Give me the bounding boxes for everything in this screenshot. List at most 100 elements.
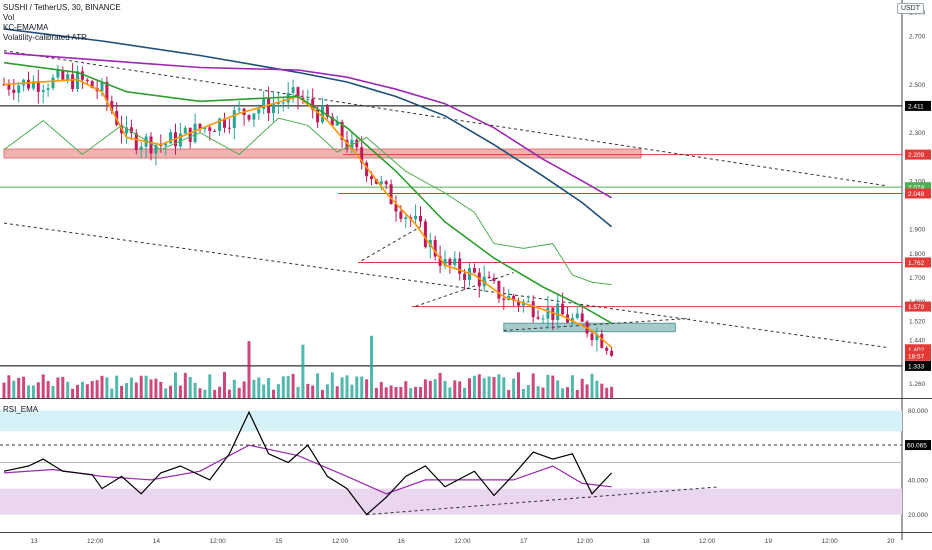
price-tick-label: 2.300 [909, 130, 926, 137]
trend-line-2 [503, 317, 691, 331]
indicator-vol[interactable]: Vol [3, 13, 15, 22]
price-label: 2.209 [908, 152, 925, 159]
zone-blue-1 [503, 322, 676, 333]
candle-body [335, 121, 339, 126]
volume-bar [600, 383, 604, 398]
volume-bar [80, 381, 84, 398]
rsi-title[interactable]: RSI_EMA [3, 405, 39, 414]
volume-bar [115, 375, 119, 398]
price-label: 1.402 [908, 347, 925, 354]
time-tick-label: 12:00 [209, 538, 226, 545]
candle-body [31, 81, 35, 89]
volume-bar [51, 385, 55, 398]
trend-line-4 [415, 272, 514, 307]
candle-body [330, 116, 334, 126]
candle-body [46, 88, 50, 91]
volume-bar [561, 388, 565, 398]
price-label: 1.579 [908, 304, 925, 311]
rsi-band-1 [0, 488, 902, 515]
candle-body [12, 89, 16, 93]
volume-bar [394, 387, 398, 398]
candle-body [281, 102, 285, 104]
candle-body [227, 127, 231, 129]
volume-bar [453, 380, 457, 398]
candle-body [2, 84, 6, 86]
volume-bar [340, 377, 344, 398]
time-tick-label: 16 [398, 538, 406, 545]
time-tick-label: 12:00 [454, 538, 471, 545]
candle-body [164, 143, 168, 146]
volume-bar [154, 378, 158, 398]
volume-bar [595, 380, 599, 398]
candle-body [487, 276, 491, 278]
candle-body [370, 176, 373, 180]
volume-bar [306, 383, 310, 398]
rsi-tick-label: 40.000 [908, 477, 928, 484]
candle-body [286, 93, 290, 103]
volume-bar [7, 375, 11, 398]
volume-bar [531, 373, 535, 398]
indicator-kc[interactable]: KC-EMA/MA [3, 23, 49, 32]
volume-bar [41, 374, 45, 398]
rsi-line [3, 410, 613, 516]
price-label: 1.333 [908, 363, 925, 370]
price-tick-label: 1.260 [909, 381, 926, 388]
volume-bar [267, 378, 271, 398]
rsi-legend: RSI_EMA [3, 405, 38, 415]
candle-body [80, 71, 84, 80]
candle-body [218, 118, 222, 132]
candle-body [272, 103, 275, 114]
candle-body [66, 74, 70, 80]
volume-bar [502, 377, 506, 398]
indicator-atr[interactable]: Volatility-calibrated ATR [3, 33, 87, 42]
candle-body [355, 139, 359, 148]
rsi-tick-label: 80.000 [908, 408, 928, 415]
volume-bar [27, 385, 30, 398]
volume-bar [134, 382, 138, 398]
price-tick-label: 1.700 [909, 275, 926, 282]
candle-body [296, 87, 300, 98]
currency-badge[interactable]: USDT [896, 3, 924, 14]
candle-body [178, 133, 182, 147]
candle-body [531, 301, 535, 318]
volume-bar [174, 372, 177, 398]
volume-bar [482, 378, 486, 398]
candle-body [262, 97, 266, 110]
volume-bar [139, 375, 143, 398]
candle-body [517, 300, 520, 306]
time-tick-label: 20 [887, 538, 895, 545]
volume-bar [188, 376, 192, 398]
volume-bar [428, 380, 432, 398]
candle-body [149, 136, 153, 154]
candle-body [340, 121, 344, 140]
symbol-title[interactable]: SUSHI / TetherUS, 30, BINANCE [3, 3, 121, 12]
candle-body [198, 123, 202, 130]
candle-body [492, 277, 496, 282]
candle-body [595, 333, 599, 341]
candle-body [90, 81, 94, 88]
volume-bar [321, 389, 324, 398]
candle-body [134, 133, 138, 150]
price-label: 2.074 [908, 185, 925, 192]
candle-body [316, 109, 320, 123]
candle-body [169, 132, 173, 144]
volume-bar [208, 374, 212, 398]
volume-bar [414, 386, 418, 398]
volume-bar [95, 380, 99, 398]
candle-body [56, 70, 60, 78]
zone-red-0 [3, 148, 642, 159]
rsi-ema-line [3, 444, 612, 495]
candle-body [193, 123, 197, 143]
rsi-value-label: 60.065 [907, 443, 927, 450]
volume-bar [247, 341, 251, 398]
volume-bar [507, 389, 511, 398]
volume-bar [345, 375, 349, 398]
candle-body [438, 256, 442, 266]
candle-body [472, 268, 476, 273]
volume-bar [546, 374, 550, 398]
candle-body [512, 295, 516, 301]
volume-bar [22, 376, 26, 398]
candle-body [561, 303, 565, 315]
candle-body [590, 333, 594, 341]
